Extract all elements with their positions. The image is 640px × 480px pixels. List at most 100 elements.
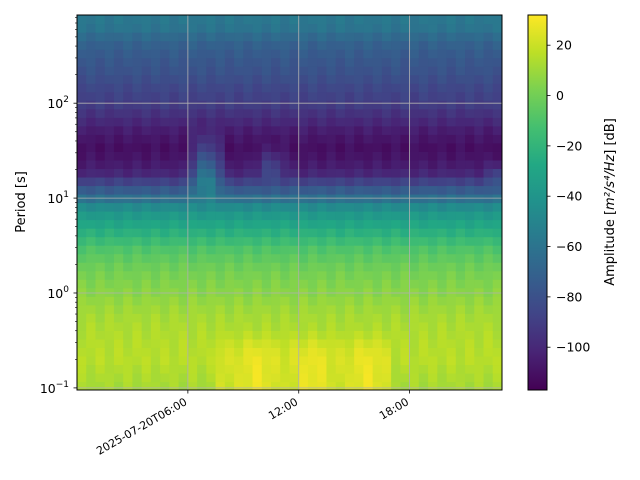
heatmap-cell xyxy=(372,236,383,246)
heatmap-cell xyxy=(187,168,198,178)
heatmap-cell xyxy=(123,338,134,348)
heatmap-cell xyxy=(261,15,272,25)
heatmap-cell xyxy=(261,202,272,212)
heatmap-cell xyxy=(428,355,438,366)
heatmap-cell xyxy=(492,228,502,238)
heatmap-cell xyxy=(252,219,263,229)
heatmap-cell xyxy=(271,287,281,297)
colorbar-tick-label: 0 xyxy=(556,88,564,103)
heatmap-cell xyxy=(77,40,87,50)
heatmap-cell xyxy=(400,228,411,238)
heatmap-cell xyxy=(446,355,457,366)
heatmap-cell xyxy=(428,338,438,348)
heatmap-cell xyxy=(307,228,318,238)
heatmap-cell xyxy=(252,236,263,246)
heatmap-cell xyxy=(317,176,328,187)
heatmap-cell xyxy=(317,202,328,212)
heatmap-cell xyxy=(261,245,272,255)
colorbar-tick-label: 20 xyxy=(556,38,572,53)
heatmap-cell xyxy=(86,338,97,348)
heatmap-cell xyxy=(298,270,309,280)
heatmap-cell xyxy=(289,185,300,195)
heatmap-cell xyxy=(483,168,494,178)
heatmap-cell xyxy=(243,304,254,314)
heatmap-cell xyxy=(391,219,401,229)
heatmap-cell xyxy=(252,168,263,178)
heatmap-cell xyxy=(95,100,106,110)
heatmap-cell xyxy=(215,32,226,42)
heatmap-cell xyxy=(289,142,300,152)
heatmap-cell xyxy=(307,125,318,135)
heatmap-cell xyxy=(169,134,180,144)
heatmap-cell xyxy=(354,228,365,238)
heatmap-cell xyxy=(354,193,365,204)
heatmap-cell xyxy=(160,253,170,263)
heatmap-cell xyxy=(234,279,244,289)
heatmap-cell xyxy=(178,364,189,374)
heatmap-cell xyxy=(215,100,226,110)
heatmap-cell xyxy=(215,66,226,76)
heatmap-cell xyxy=(492,151,502,161)
heatmap-cell xyxy=(280,381,291,390)
heatmap-cell xyxy=(400,262,411,272)
heatmap-cell xyxy=(132,287,143,297)
heatmap-cell xyxy=(224,32,235,42)
heatmap-cell xyxy=(317,270,328,280)
heatmap-cell xyxy=(307,83,318,93)
heatmap-cell xyxy=(372,108,383,118)
heatmap-cell xyxy=(400,381,411,390)
heatmap-cell xyxy=(243,262,254,272)
heatmap-cell xyxy=(215,134,226,144)
heatmap-cell xyxy=(418,347,429,357)
heatmap-cell xyxy=(474,236,485,246)
heatmap-cell xyxy=(132,193,143,204)
heatmap-cell xyxy=(197,313,207,323)
heatmap-cell xyxy=(113,253,124,263)
heatmap-cell xyxy=(271,193,281,204)
heatmap-cell xyxy=(446,193,457,204)
heatmap-cell xyxy=(150,202,161,212)
heatmap-cell xyxy=(234,142,244,152)
heatmap-cell xyxy=(465,202,475,212)
heatmap-cell xyxy=(455,32,466,42)
heatmap-cell xyxy=(446,168,457,178)
heatmap-cell xyxy=(206,100,217,110)
heatmap-cell xyxy=(418,15,429,25)
heatmap-cell xyxy=(363,151,374,161)
heatmap-cell xyxy=(391,176,401,187)
heatmap-cell xyxy=(354,57,365,67)
heatmap-cell xyxy=(409,134,420,144)
heatmap-cell xyxy=(372,125,383,135)
heatmap-cell xyxy=(474,57,485,67)
heatmap-cell xyxy=(141,74,152,84)
heatmap-cell xyxy=(141,108,152,118)
heatmap-cell xyxy=(483,15,494,25)
heatmap-cell xyxy=(363,270,374,280)
heatmap-cell xyxy=(169,202,180,212)
heatmap-cell xyxy=(391,287,401,297)
heatmap-cell xyxy=(206,91,217,101)
heatmap-cell xyxy=(132,83,143,93)
heatmap-cell xyxy=(113,142,124,152)
heatmap-cell xyxy=(77,296,87,306)
heatmap-cell xyxy=(280,100,291,110)
heatmap-cell xyxy=(169,355,180,366)
heatmap-cell xyxy=(215,228,226,238)
heatmap-cell xyxy=(391,83,401,93)
heatmap-cell xyxy=(492,91,502,101)
heatmap-cell xyxy=(169,228,180,238)
heatmap-cell xyxy=(289,296,300,306)
heatmap-cell xyxy=(381,176,392,187)
heatmap-cell xyxy=(77,108,87,118)
heatmap-cell xyxy=(150,253,161,263)
heatmap-cell xyxy=(123,347,134,357)
heatmap-cell xyxy=(317,262,328,272)
heatmap-cell xyxy=(150,211,161,221)
heatmap-cell xyxy=(197,219,207,229)
heatmap-cell xyxy=(113,202,124,212)
heatmap-cell xyxy=(271,236,281,246)
heatmap-cell xyxy=(187,279,198,289)
heatmap-cell xyxy=(141,100,152,110)
heatmap-cell xyxy=(418,108,429,118)
heatmap-cell xyxy=(465,151,475,161)
